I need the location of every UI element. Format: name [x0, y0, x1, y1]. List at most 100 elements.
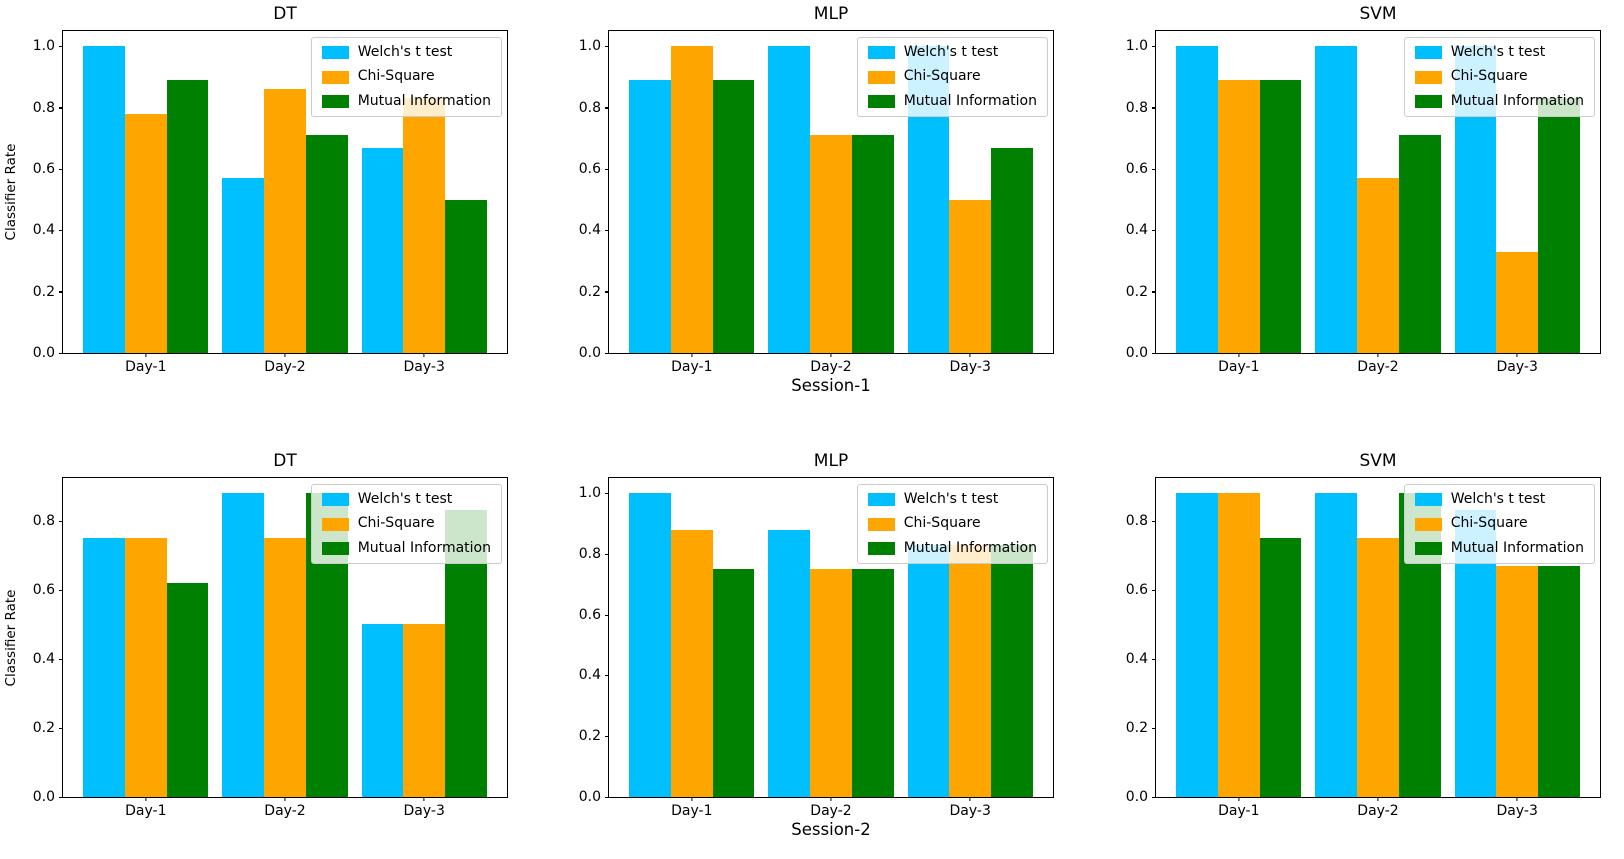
- legend-label: Chi-Square: [357, 68, 435, 85]
- x-tick-mark: [830, 797, 832, 801]
- bar-welch-s-t-test: [629, 493, 671, 797]
- bar-chi-square: [810, 569, 852, 797]
- bar-mutual-information: [1398, 135, 1441, 353]
- legend: Welch's t test Chi-Square Mutual Informati…: [310, 484, 502, 565]
- y-tick-mark: [59, 352, 63, 354]
- x-tick-mark: [1238, 353, 1240, 357]
- legend-swatch-mutual-information: [867, 94, 895, 108]
- y-tick-mark: [605, 107, 609, 109]
- y-tick-label: 0.4: [32, 650, 55, 667]
- legend: Welch's t test Chi-Square Mutual Informati…: [856, 484, 1048, 565]
- x-tick-label: Day-2: [810, 803, 852, 819]
- bar-chi-square: [403, 98, 446, 353]
- x-axis-label: Session-1: [791, 376, 871, 395]
- chart-title: SVM: [1359, 451, 1397, 472]
- bar-chi-square: [1217, 493, 1260, 797]
- legend-item: Chi-Square: [1414, 68, 1584, 85]
- x-tick-mark: [969, 353, 971, 357]
- y-tick-mark: [59, 168, 63, 171]
- bar-chi-square: [124, 538, 167, 797]
- x-axis-label: Session-2: [791, 820, 871, 839]
- bar-chi-square: [264, 89, 306, 353]
- legend-label: Mutual Information: [1450, 92, 1584, 109]
- bar-mutual-information: [445, 199, 487, 353]
- y-tick-label: 0.8: [32, 512, 55, 529]
- legend-swatch-chi-square: [321, 70, 349, 84]
- y-tick-label: 0.2: [578, 283, 601, 300]
- legend-swatch-mutual-information: [321, 541, 349, 555]
- bar-mutual-information: [712, 80, 755, 353]
- y-tick-mark: [1152, 107, 1156, 109]
- x-tick-label: Day-3: [949, 803, 991, 819]
- y-tick-label: 1.0: [578, 485, 601, 502]
- y-tick-mark: [605, 230, 609, 232]
- y-tick-label: 0.0: [32, 345, 55, 361]
- y-tick-label: 0.4: [1125, 222, 1148, 239]
- x-tick-mark: [423, 797, 425, 801]
- y-tick-label: 0.0: [1125, 789, 1148, 805]
- x-tick-mark: [145, 797, 147, 801]
- bar-mutual-information: [851, 135, 894, 353]
- y-tick-mark: [59, 796, 63, 798]
- y-tick-mark: [1152, 291, 1156, 293]
- y-tick-label: 0.8: [1125, 512, 1148, 529]
- x-tick-label: Day-1: [671, 359, 713, 375]
- legend: Welch's t test Chi-Square Mutual Informati…: [1403, 484, 1595, 565]
- x-tick-label: Day-2: [1357, 359, 1399, 375]
- x-tick-label: Day-1: [125, 359, 167, 375]
- bar-mutual-information: [851, 569, 894, 797]
- bar-welch-s-t-test: [222, 178, 265, 353]
- bar-welch-s-t-test: [83, 538, 125, 797]
- legend-swatch-welch-s-t-test: [321, 46, 349, 60]
- y-tick-label: 0.6: [32, 581, 55, 598]
- y-tick-label: 0.8: [1125, 99, 1148, 116]
- y-tick-label: 0.8: [32, 99, 55, 116]
- legend-item: Mutual Information: [1414, 540, 1584, 556]
- x-tick-label: Day-1: [671, 803, 713, 819]
- y-tick-label: 0.0: [578, 789, 601, 805]
- x-tick-mark: [1238, 797, 1240, 801]
- y-tick-mark: [59, 230, 63, 232]
- legend-item: Welch's t test: [1414, 491, 1584, 507]
- chart-title: SVM: [1359, 4, 1397, 25]
- x-tick-mark: [284, 797, 286, 801]
- y-tick-mark: [59, 46, 63, 48]
- bar-chi-square: [403, 624, 446, 797]
- bar-mutual-information: [1259, 538, 1302, 797]
- bar-chi-square: [1357, 538, 1399, 797]
- legend-label: Chi-Square: [1450, 68, 1528, 85]
- subplot-session-1-mlp: MLP Session-1 0.0 0.2 0.4 0.6 0.8 1.0 Day-1 Day-2…: [579, 5, 1054, 395]
- y-tick-label: 0.0: [32, 789, 55, 805]
- x-tick-mark: [145, 353, 147, 357]
- legend-label: Mutual Information: [903, 539, 1037, 556]
- x-tick-label: Day-3: [949, 359, 991, 375]
- legend-swatch-mutual-information: [1414, 94, 1442, 108]
- legend-label: Chi-Square: [903, 515, 981, 532]
- legend-item: Chi-Square: [321, 515, 491, 531]
- legend-item: Mutual Information: [1414, 92, 1584, 109]
- x-tick-label: Day-1: [125, 803, 167, 819]
- y-tick-label: 0.4: [578, 222, 601, 239]
- bar-mutual-information: [1538, 98, 1580, 353]
- legend-item: Welch's t test: [867, 491, 1037, 507]
- x-tick-mark: [1377, 353, 1379, 357]
- legend-swatch-welch-s-t-test: [867, 493, 895, 507]
- legend-label: Mutual Information: [357, 92, 491, 109]
- legend-swatch-welch-s-t-test: [1414, 46, 1442, 60]
- legend-swatch-welch-s-t-test: [867, 46, 895, 60]
- legend-label: Welch's t test: [903, 491, 999, 507]
- chart-title: MLP: [813, 4, 849, 25]
- bar-mutual-information: [1538, 565, 1580, 797]
- y-tick-mark: [605, 352, 609, 354]
- legend-swatch-chi-square: [867, 517, 895, 531]
- x-tick-label: Day-3: [403, 359, 445, 375]
- y-tick-mark: [59, 520, 63, 522]
- y-tick-mark: [605, 736, 609, 738]
- x-tick-label: Day-3: [1496, 359, 1538, 375]
- y-tick-label: 1.0: [32, 38, 55, 55]
- legend-swatch-mutual-information: [1414, 541, 1442, 555]
- y-tick-label: 0.2: [1125, 719, 1148, 736]
- legend-item: Chi-Square: [321, 68, 491, 85]
- subplot-session-1-svm: SVM 0.0 0.2 0.4 0.6 0.8 1.0 Day-1 Day-2 Day-3 Welc…: [1126, 5, 1601, 375]
